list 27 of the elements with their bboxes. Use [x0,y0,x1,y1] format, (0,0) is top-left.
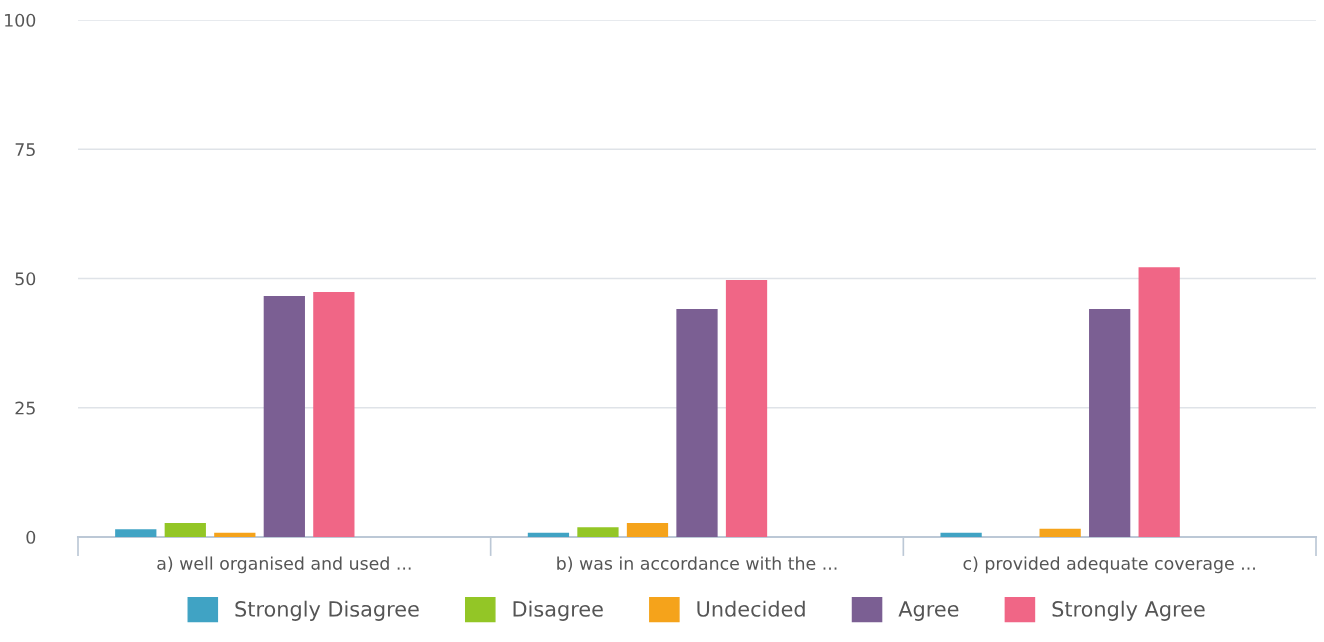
y-tick-label: 0 [26,530,36,544]
bar [725,280,768,537]
y-tick-label: 25 [15,401,35,415]
bar [577,527,619,537]
bar [313,291,355,537]
bar [1138,267,1180,537]
legend-label: Strongly Agree [1052,600,1205,621]
bar [263,296,305,537]
bar [527,532,570,537]
y-tick-label: 100 [5,13,36,27]
x-tick-label: b) was in accordance with the ... [557,556,837,572]
legend-label: Undecided [697,600,805,617]
y-tick-label: 50 [15,272,36,286]
bar [626,523,669,537]
bar [164,523,206,537]
bar [1039,528,1081,537]
bar [1089,309,1131,537]
legend-label: Disagree [513,600,603,621]
bar [940,532,982,537]
x-tick-label: c) provided adequate coverage ... [963,556,1255,574]
legend-label: Agree [898,601,959,621]
x-tick-label: a) well organised and used ... [157,556,411,574]
bar [676,309,718,537]
bar [115,529,157,537]
bar [214,532,256,537]
legend-label: Strongly Disagree [235,600,419,621]
y-tick-label: 75 [15,143,35,157]
